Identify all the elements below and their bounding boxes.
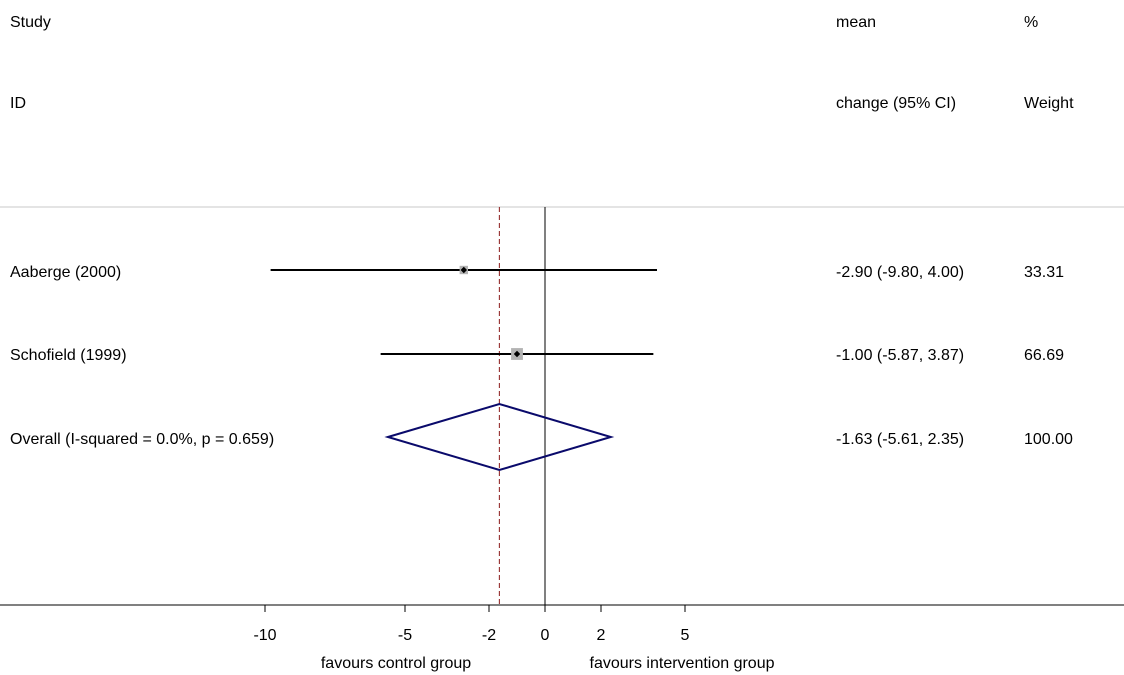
plot-marks — [270, 207, 657, 605]
x-tick-label: -10 — [253, 627, 276, 644]
favours-right-label: favours intervention group — [590, 655, 775, 672]
header-weight: Weight — [1024, 95, 1074, 112]
study-weight-text: 33.31 — [1024, 264, 1064, 281]
header-change-ci: change (95% CI) — [836, 95, 956, 112]
study-label: Aaberge (2000) — [10, 264, 121, 281]
header-id: ID — [10, 95, 26, 112]
header-percent: % — [1024, 14, 1038, 31]
x-tick-label: 2 — [597, 627, 606, 644]
overall-weight-text: 100.00 — [1024, 431, 1073, 448]
study-label: Schofield (1999) — [10, 347, 127, 364]
study-ci-text: -1.00 (-5.87, 3.87) — [836, 347, 964, 364]
header-study: Study — [10, 14, 51, 31]
study-weight-text: 66.69 — [1024, 347, 1064, 364]
overall-label: Overall (I-squared = 0.0%, p = 0.659) — [10, 431, 274, 448]
overall-ci-text: -1.63 (-5.61, 2.35) — [836, 431, 964, 448]
x-axis-ticks: -10 -5 -2 0 2 5 — [253, 605, 690, 644]
x-tick-label: 5 — [681, 627, 690, 644]
x-tick-label: 0 — [541, 627, 550, 644]
study-point-estimate — [460, 266, 467, 274]
x-tick-label: -2 — [482, 627, 496, 644]
study-point-estimate — [513, 350, 521, 358]
header-mean: mean — [836, 14, 876, 31]
study-ci-text: -2.90 (-9.80, 4.00) — [836, 264, 964, 281]
favours-left-label: favours control group — [321, 655, 471, 672]
x-tick-label: -5 — [398, 627, 412, 644]
overall-diamond — [384, 402, 615, 472]
